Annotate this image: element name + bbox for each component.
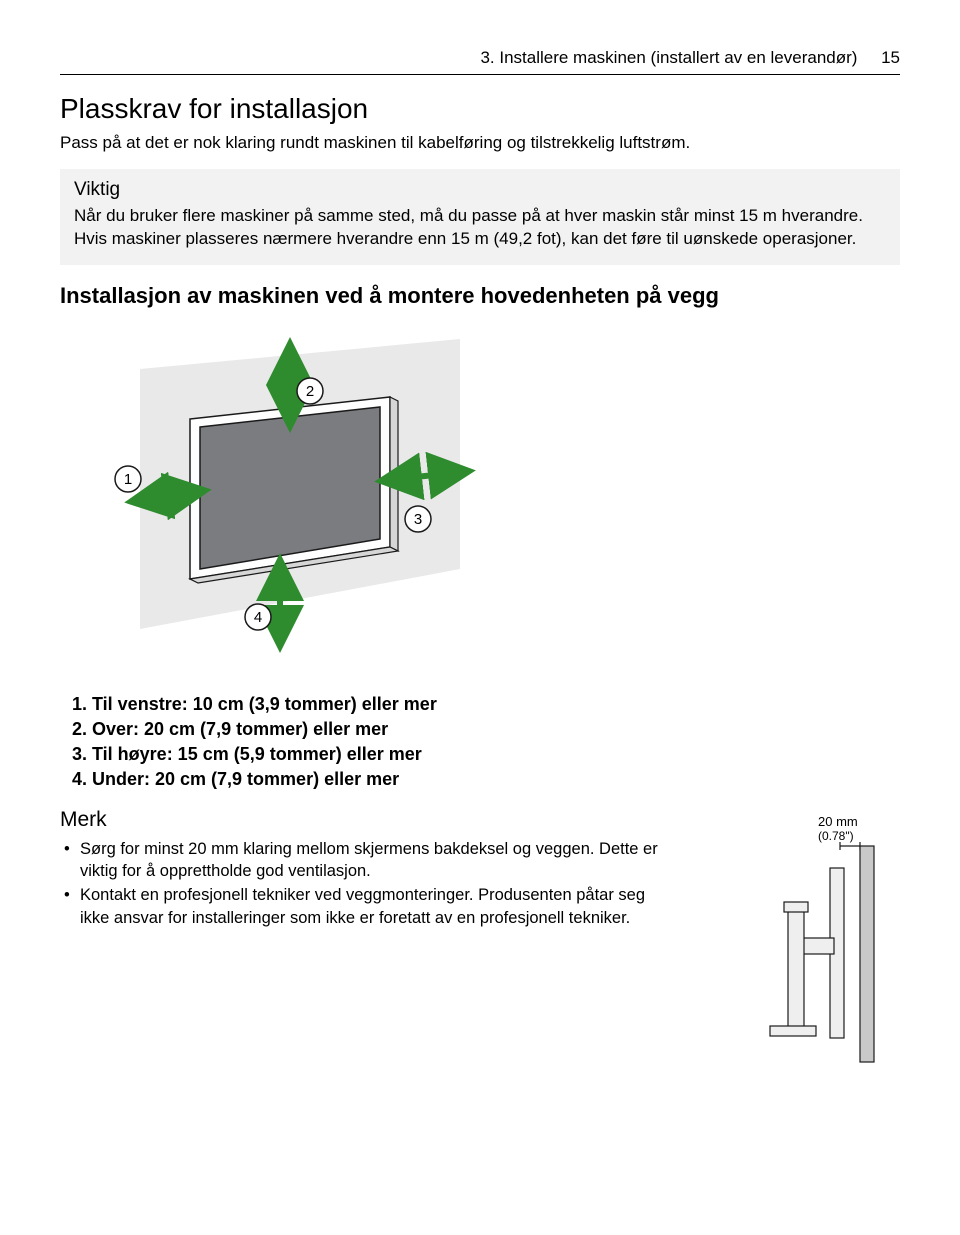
page-title: Plasskrav for installasjon xyxy=(60,93,900,125)
callout-4: 4 xyxy=(254,609,262,626)
notice-title: Viktig xyxy=(74,179,886,201)
clearance-list: Til venstre: 10 cm (3,9 tommer) eller me… xyxy=(60,694,900,790)
section-title: Installasjon av maskinen ved å montere h… xyxy=(60,283,900,309)
page-number: 15 xyxy=(881,48,900,67)
clearance-item: Til høyre: 15 cm (5,9 tommer) eller mer xyxy=(92,744,900,765)
callout-3: 3 xyxy=(414,511,422,528)
clearance-item: Over: 20 cm (7,9 tommer) eller mer xyxy=(92,719,900,740)
page-header: 3. Installere maskinen (installert av en… xyxy=(60,48,900,75)
clearance-item: Under: 20 cm (7,9 tommer) eller mer xyxy=(92,769,900,790)
wall-mount-diagram: 1 2 3 4 xyxy=(80,329,900,664)
clearance-item: Til venstre: 10 cm (3,9 tommer) eller me… xyxy=(92,694,900,715)
gap-label-mm: 20 mm xyxy=(818,814,858,829)
side-view-diagram: 20 mm (0.78") xyxy=(700,808,900,1073)
merk-list: Sørg for minst 20 mm klaring mellom skje… xyxy=(60,838,660,929)
merk-item: Sørg for minst 20 mm klaring mellom skje… xyxy=(80,838,660,883)
important-notice: Viktig Når du bruker flere maskiner på s… xyxy=(60,169,900,265)
chapter-title: 3. Installere maskinen (installert av en… xyxy=(480,48,857,67)
intro-text: Pass på at det er nok klaring rundt mask… xyxy=(60,133,900,153)
notice-body: Når du bruker flere maskiner på samme st… xyxy=(74,205,886,251)
callout-2: 2 xyxy=(306,383,314,400)
gap-label-in: (0.78") xyxy=(818,829,854,843)
merk-title: Merk xyxy=(60,808,660,832)
callout-1: 1 xyxy=(124,471,132,488)
merk-item: Kontakt en profesjonell tekniker ved veg… xyxy=(80,884,660,929)
